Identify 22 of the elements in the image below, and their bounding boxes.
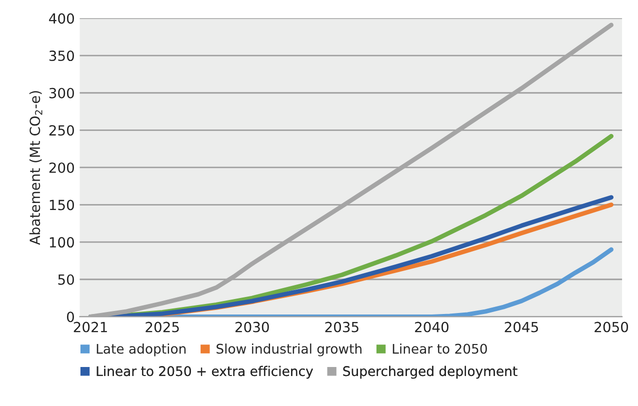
y-tick-label: 400 <box>49 13 74 24</box>
legend-label: Late adoption <box>96 344 186 356</box>
y-tick-label: 0 <box>66 312 74 322</box>
x-tick-label: 2030 <box>235 322 269 332</box>
legend-label: Linear to 2050 <box>392 344 487 354</box>
x-tick-label: 2035 <box>325 322 358 332</box>
y-axis-title: Abatement (Mt CO$_{2}$-e) <box>29 91 42 245</box>
legend-label: Slow industrial growth <box>216 344 362 356</box>
y-tick-label: 100 <box>50 237 74 248</box>
x-tick-label: 2025 <box>146 322 179 332</box>
y-tick-label: 50 <box>58 274 74 285</box>
legend-label: Supercharged deployment <box>343 366 518 379</box>
x-tick-label: 2045 <box>504 322 538 332</box>
x-tick-label: 2021 <box>74 322 107 332</box>
x-tick-label: 2040 <box>415 322 448 332</box>
y-tick-label: 350 <box>49 50 74 62</box>
legend-label: Linear to 2050 + extra efficiency <box>96 366 313 379</box>
y-tick-label: 250 <box>49 125 74 136</box>
y-tick-label: 300 <box>49 88 74 98</box>
y-tick-label: 200 <box>49 162 74 173</box>
x-tick-label: 2050 <box>594 322 628 332</box>
y-tick-label: 150 <box>50 200 74 210</box>
